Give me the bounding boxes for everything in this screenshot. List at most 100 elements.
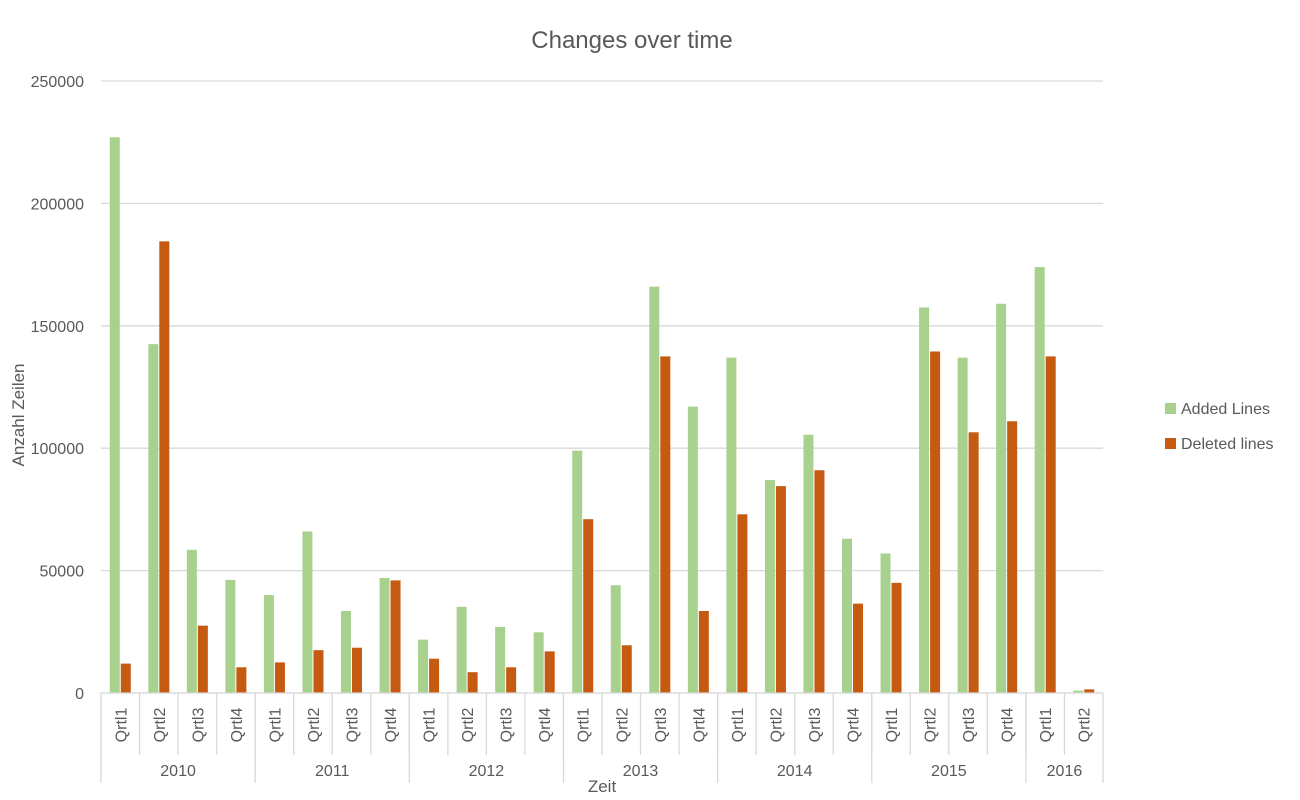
- bar-added: [302, 531, 313, 693]
- bar-added: [919, 307, 930, 693]
- legend: Added Lines Deleted lines: [1165, 401, 1274, 453]
- y-tick-label: 50000: [40, 564, 85, 581]
- y-tick-label: 100000: [31, 441, 84, 458]
- bar-added: [418, 639, 429, 693]
- x-tick-label: Qrtl2: [306, 708, 323, 743]
- bar-deleted: [313, 650, 324, 693]
- x-tick-label: Qrtl4: [691, 708, 708, 743]
- x-tick-label: Qrtl2: [152, 708, 169, 743]
- bar-deleted: [930, 351, 941, 693]
- bar-added: [803, 434, 814, 693]
- x-tick-label: Qrtl1: [422, 708, 439, 743]
- x-tick-label: Qrtl3: [653, 708, 670, 743]
- year-label: 2012: [469, 763, 505, 780]
- bar-added: [610, 585, 621, 693]
- x-tick-label: Qrtl1: [267, 708, 284, 743]
- chart-title: Changes over time: [531, 27, 732, 54]
- bar-added: [996, 303, 1007, 693]
- y-tick-label: 250000: [31, 74, 84, 91]
- legend-swatch: [1165, 438, 1176, 449]
- x-tick-label: Qrtl3: [961, 708, 978, 743]
- year-label: 2013: [623, 763, 659, 780]
- bar-deleted: [390, 580, 401, 693]
- y-axis-ticks: 0 50000 100000 150000 200000 250000: [31, 74, 84, 703]
- bar-deleted: [698, 610, 709, 693]
- year-label: 2016: [1047, 763, 1083, 780]
- bar-added: [379, 577, 390, 693]
- y-tick-label: 150000: [31, 319, 84, 336]
- bar-added: [533, 632, 544, 693]
- bar-added: [341, 610, 351, 693]
- y-axis-title: Anzahl Zeilen: [9, 363, 28, 466]
- bar-deleted: [120, 663, 131, 693]
- bar-deleted: [660, 356, 671, 693]
- bar-added: [726, 357, 737, 693]
- bar-added: [456, 606, 467, 693]
- x-tick-label: Qrtl2: [1077, 708, 1094, 743]
- bar-added: [1073, 690, 1084, 693]
- bar-deleted: [544, 651, 555, 693]
- bar-added: [649, 286, 660, 693]
- year-label: 2011: [315, 763, 350, 780]
- bar-added: [263, 595, 274, 693]
- bar-deleted: [197, 625, 208, 693]
- x-tick-label: Qrtl2: [614, 708, 631, 743]
- bar-deleted: [159, 241, 170, 693]
- x-tick-label: Qrtl4: [383, 708, 400, 743]
- bar-added: [495, 626, 506, 693]
- x-tick-label: Qrtl3: [499, 708, 516, 743]
- x-tick-label: Qrtl2: [460, 708, 477, 743]
- x-tick-label: Qrtl3: [807, 708, 824, 743]
- x-tick-label: Qrtl4: [537, 708, 554, 743]
- x-tick-label: Qrtl1: [576, 708, 593, 743]
- year-label: 2015: [931, 763, 967, 780]
- bar-deleted: [352, 647, 362, 693]
- bar-deleted: [891, 582, 902, 693]
- bar-deleted: [467, 672, 478, 693]
- bar-added: [148, 344, 159, 693]
- bar-deleted: [737, 514, 748, 693]
- bar-deleted: [429, 658, 440, 693]
- bar-added: [880, 553, 891, 693]
- legend-swatch: [1165, 403, 1176, 414]
- legend-label: Deleted lines: [1181, 436, 1274, 453]
- bar-deleted: [236, 667, 247, 693]
- bars: [109, 137, 1095, 693]
- x-tick-label: Qrtl2: [923, 708, 940, 743]
- legend-label: Added Lines: [1181, 401, 1270, 418]
- bar-deleted: [1045, 356, 1056, 693]
- bar-added: [1034, 267, 1045, 693]
- y-tick-label: 0: [75, 686, 84, 703]
- x-tick-label: Qrtl4: [846, 708, 863, 743]
- year-label: 2010: [160, 763, 196, 780]
- x-tick-label: Qrtl4: [229, 708, 246, 743]
- bar-added: [572, 450, 583, 693]
- bar-deleted: [853, 603, 863, 693]
- bar-deleted: [814, 470, 825, 693]
- x-tick-label: Qrtl3: [345, 708, 362, 743]
- x-tick-label: Qrtl1: [113, 708, 130, 743]
- bar-deleted: [506, 667, 517, 693]
- x-tick-label: Qrtl1: [730, 708, 747, 743]
- bar-deleted: [621, 645, 632, 693]
- bar-added: [225, 579, 236, 693]
- bar-deleted: [968, 432, 979, 693]
- bar-deleted: [1084, 689, 1095, 693]
- x-tick-label: Qrtl3: [190, 708, 207, 743]
- x-tick-label: Qrtl1: [1038, 708, 1055, 743]
- bar-deleted: [274, 662, 285, 693]
- bar-deleted: [583, 519, 594, 693]
- x-tick-label: Qrtl2: [768, 708, 785, 743]
- y-tick-label: 200000: [31, 196, 84, 213]
- gridlines: [101, 80, 1103, 694]
- bar-added: [186, 549, 197, 693]
- x-axis: Qrtl1 Qrtl2 Qrtl3 Qrtl4 Qrtl1 Qrtl2 Qrtl3 Qrtl4…: [100, 692, 1104, 783]
- bar-deleted: [1007, 421, 1018, 693]
- year-label: 2014: [777, 763, 813, 780]
- x-tick-label: Qrtl1: [884, 708, 901, 743]
- x-tick-label: Qrtl4: [1000, 708, 1017, 743]
- x-axis-title: Zeit: [588, 777, 617, 796]
- bar-added: [842, 538, 852, 693]
- bar-added: [687, 406, 698, 693]
